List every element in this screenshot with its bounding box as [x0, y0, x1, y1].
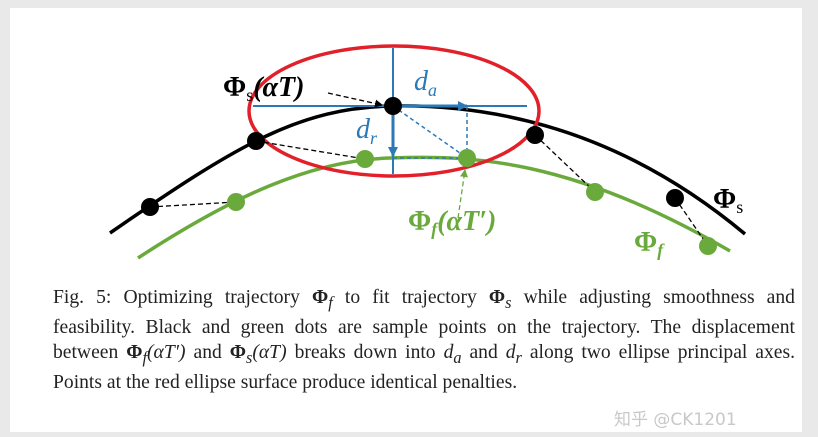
sample-point-s-3-center	[384, 97, 402, 115]
sample-point-f-4	[586, 183, 604, 201]
penalty-ellipse	[247, 44, 541, 178]
connector-3	[534, 134, 596, 193]
label-d-r: dr	[356, 114, 378, 148]
sample-point-f-5	[699, 237, 717, 255]
label-d-a: da	[414, 66, 437, 100]
sample-point-s-5	[666, 189, 684, 207]
sample-point-f-3	[458, 149, 476, 167]
label-arrow-phi-s	[327, 92, 383, 108]
label-phi-f: Φf	[634, 227, 665, 260]
connector-4	[674, 197, 709, 247]
connector-1	[149, 201, 237, 208]
connector-2	[255, 140, 366, 160]
label-phi-s: Φs	[713, 184, 743, 217]
sample-point-f-1	[227, 193, 245, 211]
caption-text: Fig. 5: Optimizing trajectory Φf to fit …	[53, 287, 796, 393]
label-phi-s-alpha-t: Φs(αT)	[223, 72, 304, 105]
watermark: 知乎 @CK1201	[614, 410, 737, 430]
label-arrow-phi-f	[457, 169, 468, 219]
sample-point-s-2	[247, 132, 265, 150]
sample-point-f-2	[356, 150, 374, 168]
figure-5-diagram: Φs(αT) da dr Φf(αT′) Φs Φf	[109, 44, 747, 260]
label-phi-f-alpha-t-prime: Φf(αT′)	[408, 206, 496, 239]
sample-point-s-4	[526, 126, 544, 144]
paper-page: Φs(αT) da dr Φf(αT′) Φs Φf Fig. 5: Optim…	[10, 8, 802, 432]
displacement-dashed	[392, 105, 468, 159]
figure-caption: Fig. 5: Optimizing trajectory Φf to fit …	[53, 285, 795, 395]
sample-point-s-1	[141, 198, 159, 216]
